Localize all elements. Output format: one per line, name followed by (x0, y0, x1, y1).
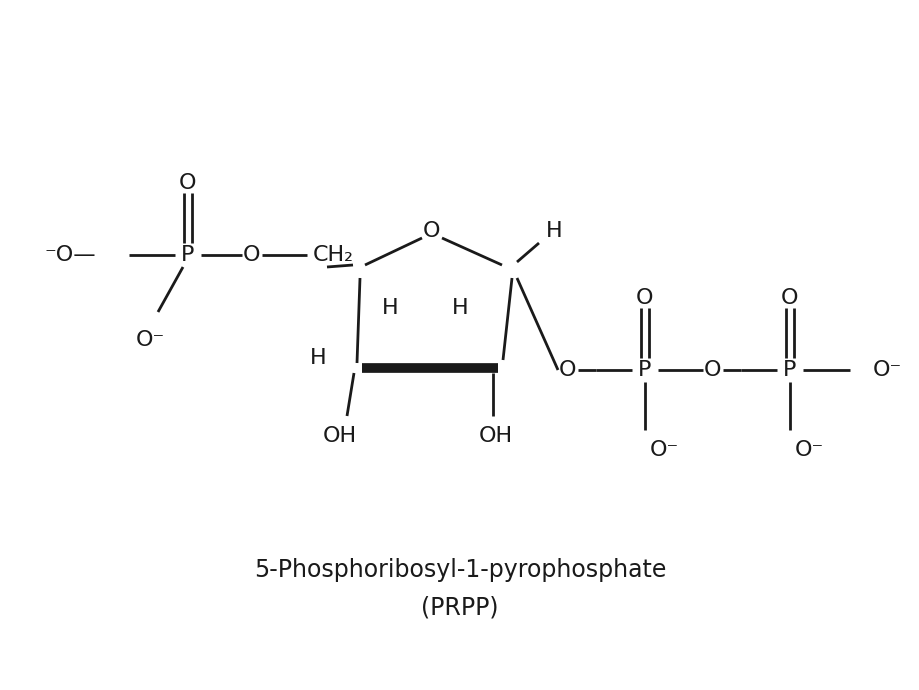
Text: O: O (179, 173, 197, 193)
Text: O: O (636, 288, 653, 308)
Text: P: P (181, 245, 195, 265)
Text: H: H (545, 221, 562, 241)
Text: O: O (559, 360, 576, 380)
Text: O: O (423, 221, 440, 241)
Text: H: H (381, 298, 398, 318)
Text: O⁻: O⁻ (872, 360, 902, 380)
Text: O: O (780, 288, 798, 308)
Text: O⁻: O⁻ (650, 440, 678, 460)
Text: O⁻: O⁻ (794, 440, 823, 460)
Text: H: H (310, 348, 326, 368)
Text: ⁻O—: ⁻O— (44, 245, 96, 265)
Text: CH₂: CH₂ (312, 245, 353, 265)
Text: O: O (703, 360, 721, 380)
Text: OH: OH (479, 426, 513, 446)
Text: H: H (451, 298, 468, 318)
Text: P: P (782, 360, 796, 380)
Text: O⁻: O⁻ (135, 330, 165, 350)
Text: O: O (243, 245, 260, 265)
Text: (PRPP): (PRPP) (421, 596, 498, 620)
Text: P: P (638, 360, 651, 380)
Text: 5-Phosphoribosyl-1-pyrophosphate: 5-Phosphoribosyl-1-pyrophosphate (254, 558, 665, 582)
Text: OH: OH (323, 426, 357, 446)
